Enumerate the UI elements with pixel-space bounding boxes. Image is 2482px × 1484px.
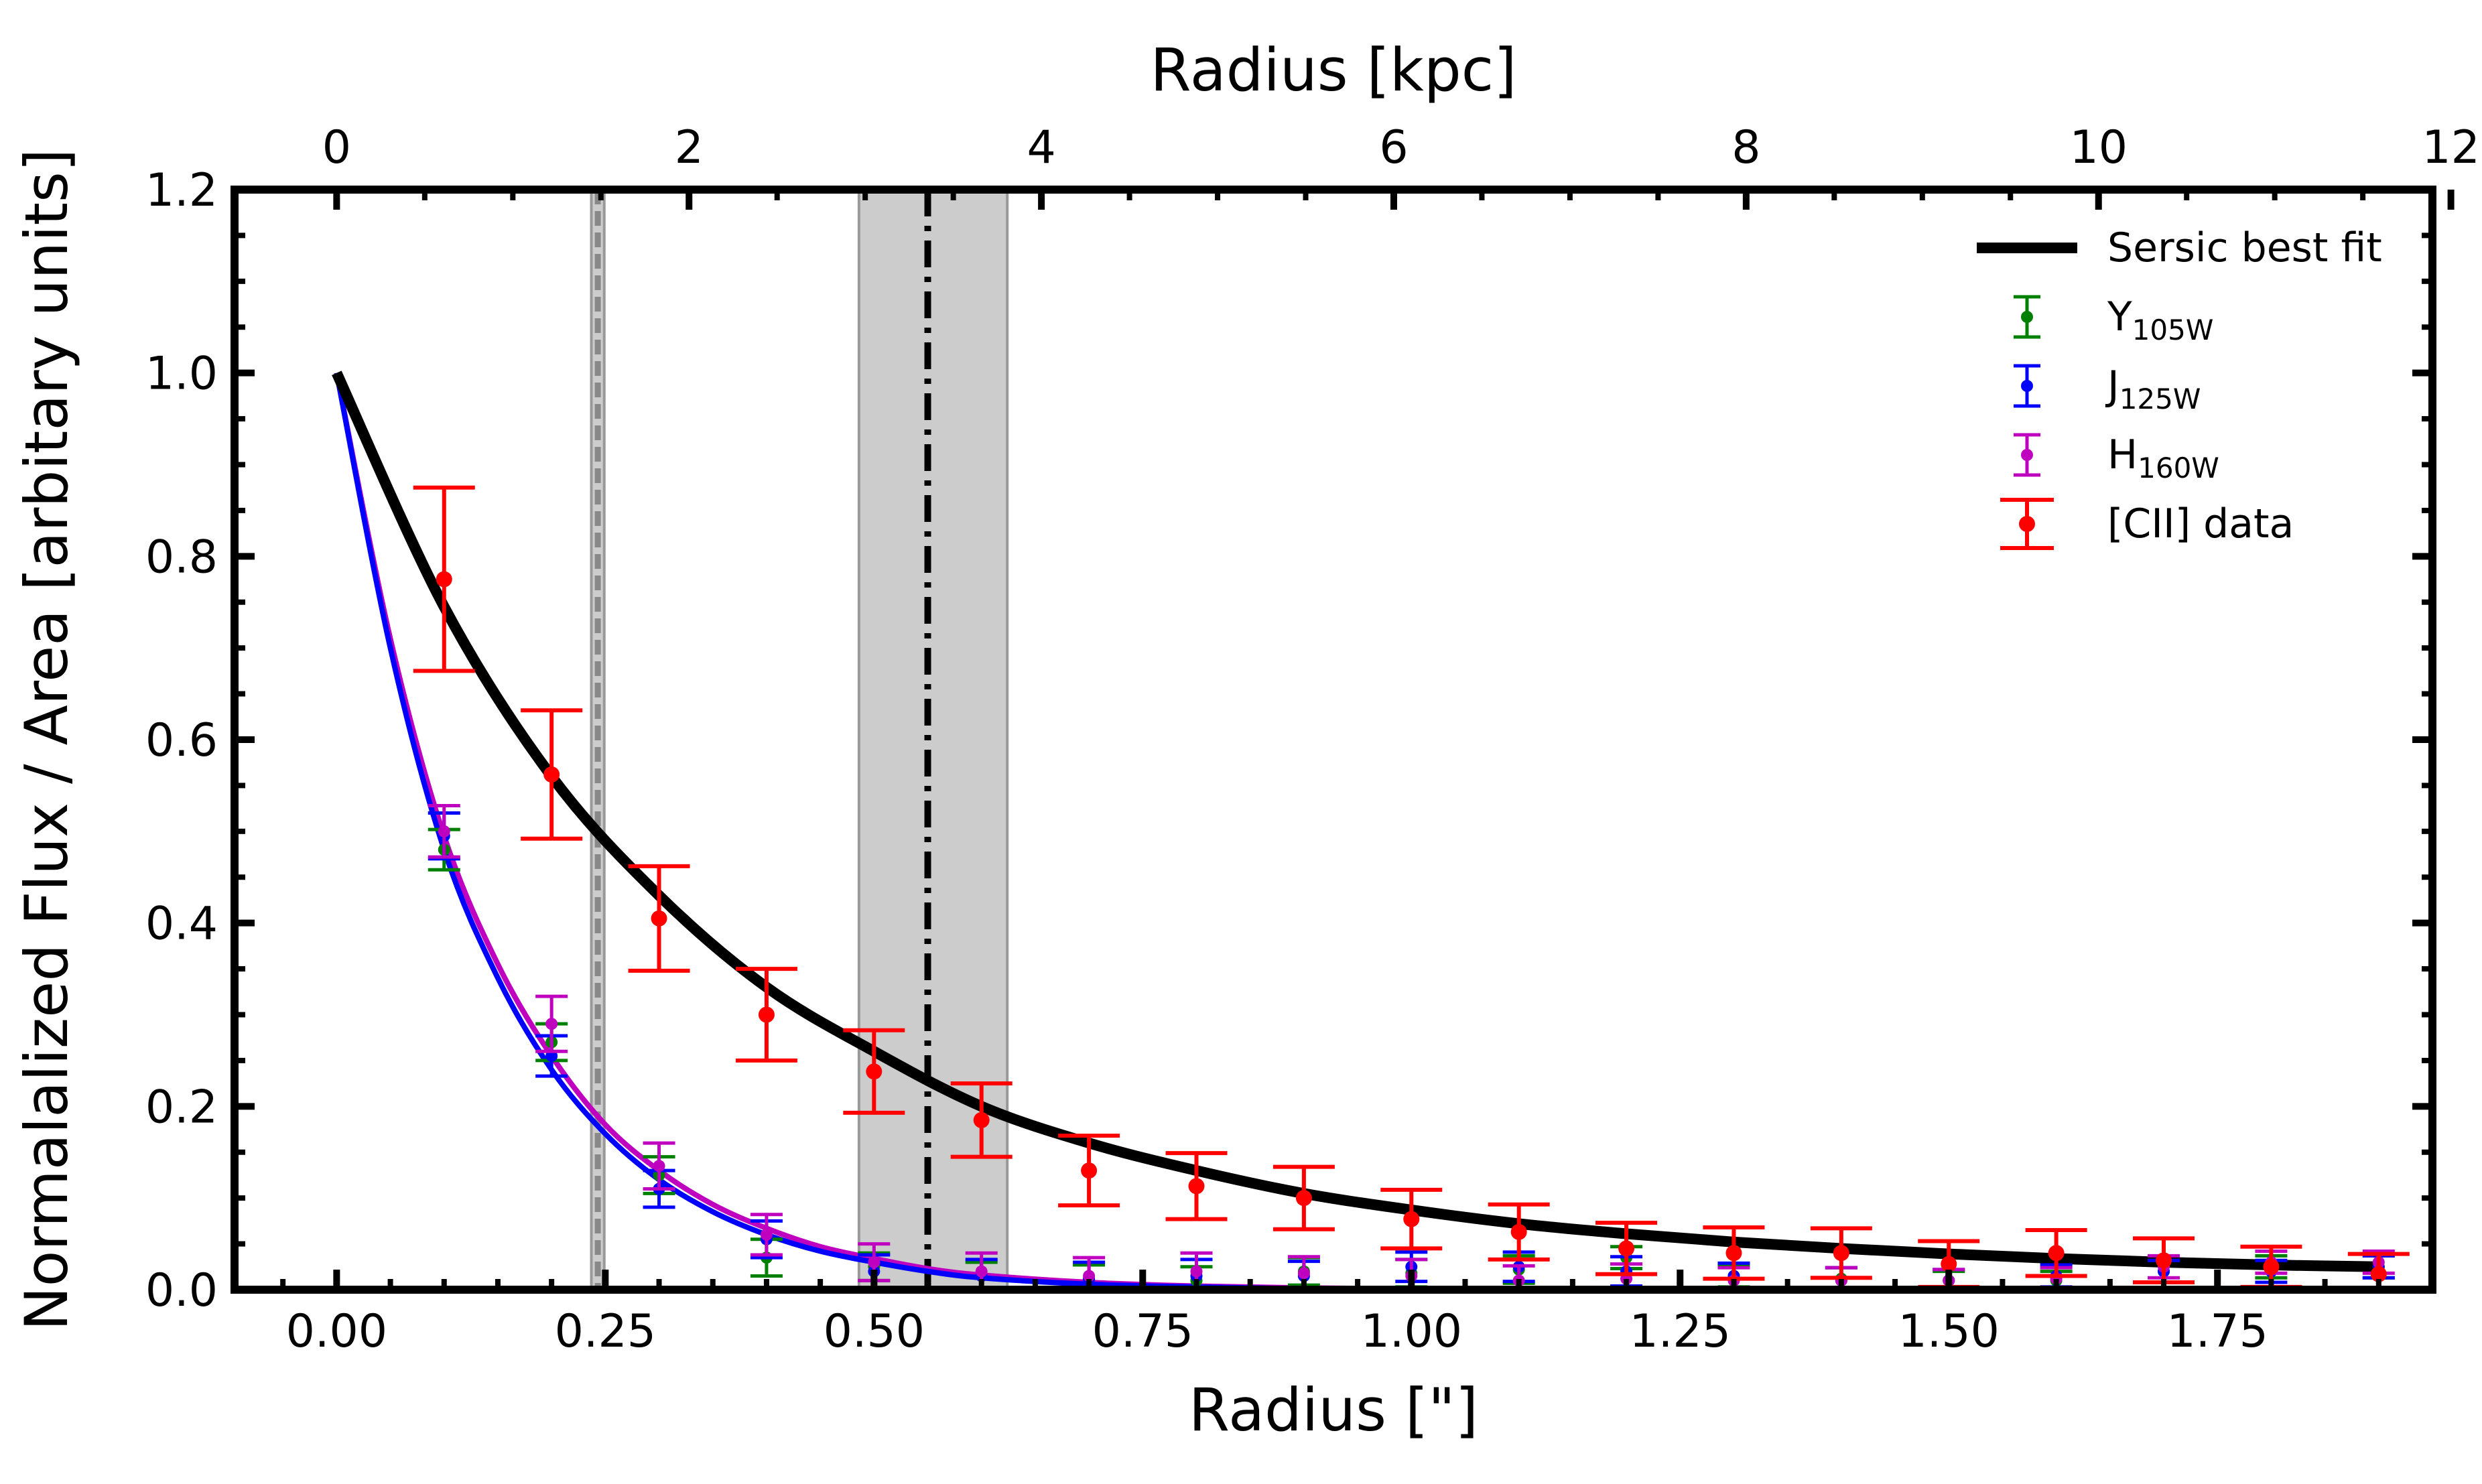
legend-label-sersic-best-fit: Sersic best fit bbox=[2107, 224, 2382, 271]
model-curve-sersic-best-fit bbox=[332, 370, 2379, 1272]
x-tick-label: 1.50 bbox=[1898, 1305, 2000, 1358]
x2-tick-label: 6 bbox=[1379, 121, 1408, 174]
h160w-point bbox=[1083, 1270, 1096, 1282]
cii-data-point bbox=[1403, 1211, 1420, 1227]
cii-data-point bbox=[2370, 1266, 2387, 1282]
cii-data-point bbox=[758, 1006, 775, 1023]
y-tick-label: 0.0 bbox=[145, 1264, 218, 1317]
x2-tick-label: 12 bbox=[2422, 121, 2480, 174]
tick-labels: 0.00 0.25 0.50 0.75 1.00 1.25 1.50 1.750.00.20.… bbox=[145, 121, 2480, 1358]
y-tick-label: 0.2 bbox=[145, 1081, 218, 1134]
cii-data-point bbox=[2156, 1252, 2172, 1269]
legend-label-h160w: H160W bbox=[2107, 431, 2219, 484]
cii-data-point bbox=[1081, 1162, 1098, 1179]
cii-data-point bbox=[1725, 1245, 1742, 1262]
y-tick-label: 1.2 bbox=[145, 164, 218, 217]
h160w-point bbox=[975, 1265, 988, 1278]
data-points bbox=[413, 485, 2410, 1292]
legend-marker-j125w bbox=[2021, 380, 2033, 392]
legend-marker-cii-data bbox=[2019, 516, 2035, 532]
x2-axis-title: Radius [kpc] bbox=[1151, 36, 1517, 105]
y-tick-label: 1.0 bbox=[145, 348, 218, 401]
h160w-point bbox=[653, 1160, 665, 1172]
cii-data-point bbox=[866, 1063, 883, 1080]
cii-data-point bbox=[2048, 1245, 2065, 1262]
h160w-point bbox=[868, 1256, 880, 1268]
h160w-point bbox=[760, 1228, 773, 1241]
cii-data-point bbox=[436, 571, 452, 588]
legend-label-j125w: J125W bbox=[2105, 362, 2201, 415]
x2-tick-label: 4 bbox=[1027, 121, 1055, 174]
y-axis-title: Normalalized Flux / Area [arbitary units… bbox=[12, 149, 81, 1331]
x-tick-label: 0.75 bbox=[1092, 1305, 1193, 1358]
x2-tick-label: 0 bbox=[322, 121, 351, 174]
y-tick-label: 0.6 bbox=[145, 714, 218, 767]
cii-data-point bbox=[2263, 1258, 2280, 1275]
model-curve-j125w-fit bbox=[334, 372, 1412, 1292]
x-tick-label: 0.00 bbox=[286, 1305, 387, 1358]
x-tick-label: 1.25 bbox=[1630, 1305, 1731, 1358]
x-tick-label: 1.75 bbox=[2167, 1305, 2268, 1358]
cii-data-point bbox=[1618, 1240, 1635, 1257]
reference-lines bbox=[594, 190, 931, 1290]
legend-label-y105w: Y105W bbox=[2107, 293, 2213, 346]
legend-marker-h160w bbox=[2021, 449, 2033, 461]
cii-data-point bbox=[1295, 1190, 1312, 1207]
cii-data-point bbox=[543, 766, 560, 783]
x2-tick-label: 8 bbox=[1732, 121, 1760, 174]
legend: Sersic best fit Y105W J125W H160W [CII] data bbox=[1977, 224, 2382, 550]
legend-label-cii-data: [CII] data bbox=[2107, 500, 2294, 547]
cii-data-point bbox=[1188, 1178, 1205, 1195]
x2-tick-label: 10 bbox=[2069, 121, 2128, 174]
axis-ticks bbox=[235, 186, 2455, 1293]
h160w-point bbox=[1297, 1267, 1310, 1280]
x-tick-label: 1.00 bbox=[1361, 1305, 1462, 1358]
x2-tick-label: 2 bbox=[675, 121, 704, 174]
legend-marker-y105w bbox=[2021, 311, 2033, 323]
cii-data-point bbox=[1941, 1256, 1957, 1272]
x-axis-title: Radius ["] bbox=[1189, 1375, 1478, 1444]
cii-data-point bbox=[1510, 1223, 1527, 1240]
cii-data-point bbox=[1833, 1245, 1849, 1262]
h160w-point bbox=[545, 1018, 558, 1030]
x-tick-label: 0.25 bbox=[555, 1305, 656, 1358]
y-tick-label: 0.4 bbox=[145, 898, 218, 951]
y-tick-label: 0.8 bbox=[145, 531, 218, 584]
h160w-point bbox=[438, 825, 450, 837]
cii-data-point bbox=[973, 1111, 990, 1128]
axis-titles: Radius ["] Radius [kpc] Normalalized Flux … bbox=[12, 36, 1516, 1444]
h160w-point bbox=[1190, 1265, 1203, 1278]
cii-data-point bbox=[651, 910, 667, 927]
x-tick-label: 0.50 bbox=[824, 1305, 925, 1358]
